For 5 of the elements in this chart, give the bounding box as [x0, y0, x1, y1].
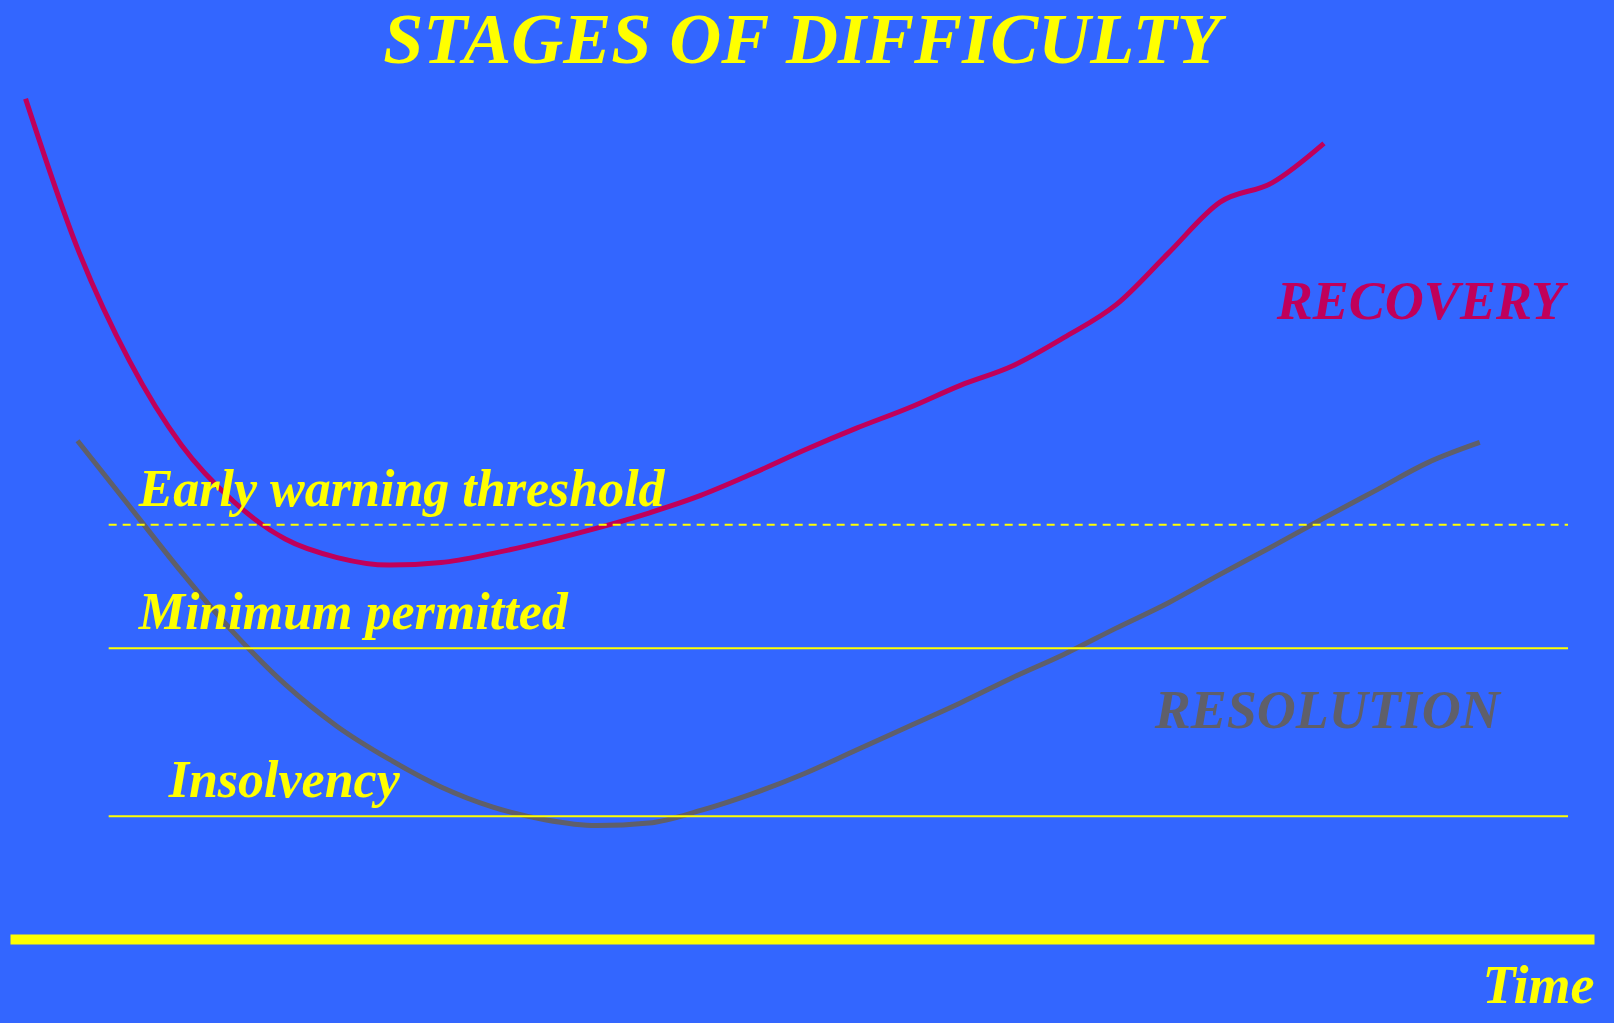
- series-label: RESOLUTION: [1153, 680, 1502, 741]
- x-axis-title: Time: [1482, 954, 1595, 1015]
- series-label: RECOVERY: [1275, 271, 1569, 332]
- chart-title: STAGES OF DIFFICULTY: [383, 0, 1227, 79]
- ref-line-label: Insolvency: [167, 751, 401, 809]
